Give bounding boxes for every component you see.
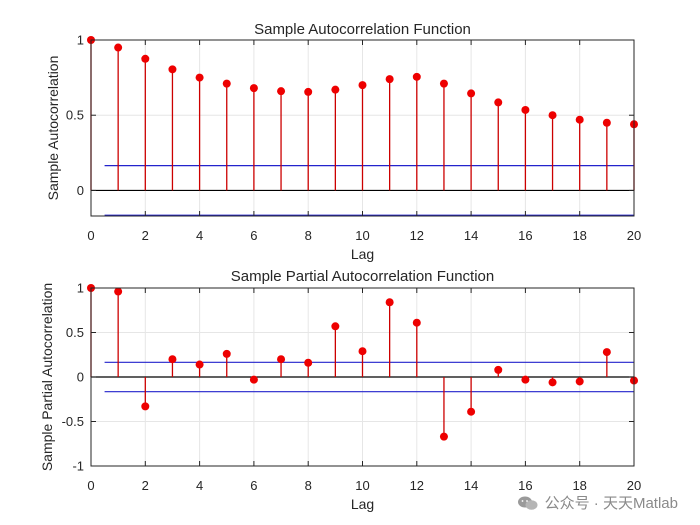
pacf-xtick-label: 8 xyxy=(305,478,312,493)
acf-stem-marker xyxy=(249,84,258,93)
pacf-stem-marker xyxy=(548,378,557,387)
pacf-stem-marker xyxy=(141,402,150,411)
pacf-stem-marker xyxy=(195,360,204,369)
acf-stem-marker xyxy=(575,115,584,124)
acf-stem-marker xyxy=(439,79,448,88)
acf-ytick-label: 1 xyxy=(77,33,84,48)
acf-stem-marker xyxy=(331,85,340,94)
pacf-xlabel: Lag xyxy=(351,496,374,512)
pacf-stem-marker xyxy=(277,355,286,364)
acf-stem-marker xyxy=(412,72,421,81)
acf-xtick-label: 16 xyxy=(518,228,532,243)
pacf-xtick-label: 4 xyxy=(196,478,203,493)
pacf-title: Sample Partial Autocorrelation Function xyxy=(231,268,494,285)
pacf-stem-marker xyxy=(249,375,258,384)
pacf-ytick-label: -0.5 xyxy=(62,414,84,429)
acf-ytick-label: 0.5 xyxy=(66,108,84,123)
pacf-ytick-label: 1 xyxy=(77,281,84,296)
pacf-stem-marker xyxy=(168,355,177,364)
acf-xtick-label: 12 xyxy=(410,228,424,243)
pacf-xtick-label: 18 xyxy=(572,478,586,493)
acf-stem-marker xyxy=(521,105,530,114)
acf-xlabel: Lag xyxy=(351,246,374,262)
acf-title: Sample Autocorrelation Function xyxy=(254,21,471,38)
acf-xtick-label: 20 xyxy=(627,228,641,243)
acf-stem-marker xyxy=(385,75,394,84)
pacf-xtick-label: 10 xyxy=(355,478,369,493)
acf-xtick-label: 2 xyxy=(142,228,149,243)
acf-ylabel: Sample Autocorrelation xyxy=(45,56,61,201)
acf-ytick-label: 0 xyxy=(77,183,84,198)
acf-xtick-label: 10 xyxy=(355,228,369,243)
acf-xtick-label: 4 xyxy=(196,228,203,243)
pacf-stem-marker xyxy=(575,377,584,386)
pacf-xtick-label: 0 xyxy=(87,478,94,493)
acf-stem-marker xyxy=(358,81,367,90)
pacf-stem-marker xyxy=(358,347,367,356)
acf-stem-marker xyxy=(222,79,231,88)
pacf-stem-marker xyxy=(304,358,313,367)
pacf-stem-marker xyxy=(412,318,421,327)
pacf-xtick-label: 16 xyxy=(518,478,532,493)
pacf-ytick-label: -1 xyxy=(72,459,84,474)
acf-plot: 0 2 4 6 8 10 12 14 16 18 20 0 0.5 1 Sample Autocorrela… xyxy=(45,21,641,262)
pacf-ytick-label: 0 xyxy=(77,370,84,385)
pacf-stem-marker xyxy=(385,298,394,307)
acf-stem-marker xyxy=(168,65,177,74)
acf-stem-marker xyxy=(195,73,204,82)
pacf-xtick-label: 12 xyxy=(410,478,424,493)
pacf-stem-marker xyxy=(114,287,123,296)
acf-stem-marker xyxy=(548,111,557,120)
acf-xtick-label: 18 xyxy=(572,228,586,243)
pacf-ylabel: Sample Partial Autocorrelation xyxy=(39,283,55,471)
acf-xtick-label: 8 xyxy=(305,228,312,243)
acf-stem-marker xyxy=(277,87,286,96)
pacf-stem-marker xyxy=(494,365,503,374)
pacf-stem-marker xyxy=(222,349,231,358)
acf-stem-marker xyxy=(141,54,150,63)
acf-stem-marker xyxy=(602,118,611,127)
watermark-text: 公众号 · 天天Matlab xyxy=(544,495,678,512)
pacf-stem-marker xyxy=(331,322,340,331)
pacf-xtick-label: 20 xyxy=(627,478,641,493)
acf-stem-marker xyxy=(304,87,313,96)
pacf-stem-marker xyxy=(521,375,530,384)
acf-stem-marker xyxy=(114,43,123,52)
pacf-xtick-label: 6 xyxy=(250,478,257,493)
pacf-xtick-label: 14 xyxy=(464,478,478,493)
pacf-plot: 0 2 4 6 8 10 12 14 16 18 20 -1 -0.5 0 0.5 1 Sample Parti… xyxy=(39,268,641,512)
pacf-stem-marker xyxy=(467,407,476,416)
watermark: 公众号 · 天天Matlab xyxy=(517,492,678,513)
pacf-stem-marker xyxy=(602,348,611,357)
pacf-xtick-label: 2 xyxy=(142,478,149,493)
wechat-icon xyxy=(517,496,538,510)
pacf-stem-marker xyxy=(439,432,448,441)
acf-stem-marker xyxy=(494,98,503,107)
acf-xtick-label: 0 xyxy=(87,228,94,243)
pacf-ytick-label: 0.5 xyxy=(66,325,84,340)
acf-xtick-label: 6 xyxy=(250,228,257,243)
acf-xtick-label: 14 xyxy=(464,228,478,243)
acf-stem-marker xyxy=(467,89,476,98)
